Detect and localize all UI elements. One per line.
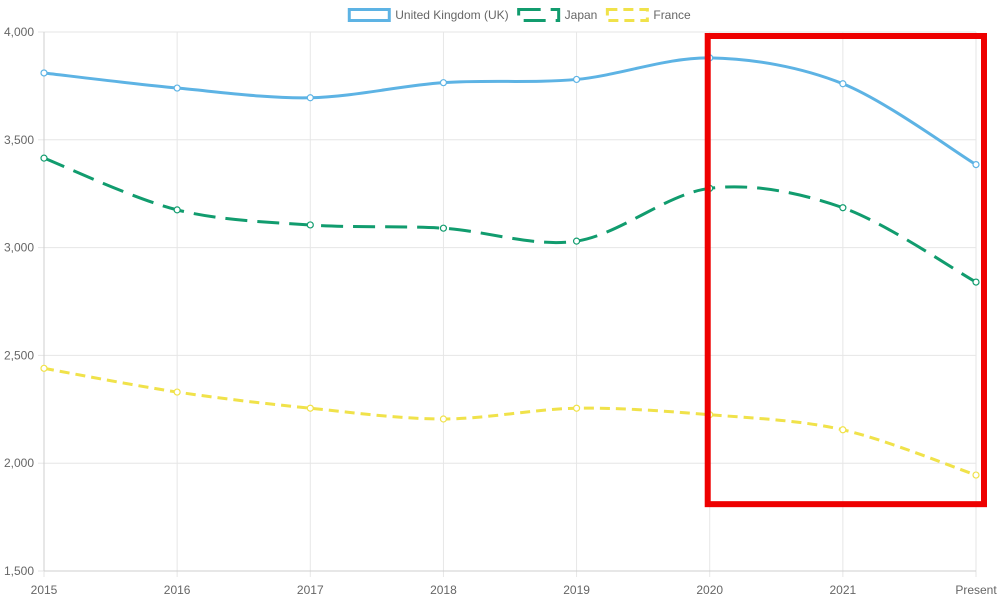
- data-point-france: [972, 471, 980, 479]
- data-point-united-kingdom-uk: [572, 75, 581, 84]
- x-tick-label: 2020: [696, 583, 723, 597]
- highlight-box: [704, 33, 987, 508]
- data-point-japan: [439, 224, 448, 232]
- data-point-france: [572, 404, 581, 412]
- legend-label-united-kingdom-uk: United Kingdom (UK): [395, 8, 508, 22]
- x-tick-label: 2017: [297, 583, 324, 597]
- series-lines: [43, 56, 977, 477]
- legend-label-france: France: [653, 8, 691, 22]
- annotations: [704, 33, 987, 508]
- data-point-japan: [839, 204, 847, 212]
- data-point-united-kingdom-uk: [40, 69, 48, 77]
- series-line-united-kingdom-uk: [43, 56, 977, 166]
- data-point-united-kingdom-uk: [972, 160, 980, 169]
- axes: 1,500 2,000 2,500 3,000 3,500 4,000 2015 2016 20…: [4, 25, 997, 597]
- x-tick-label: 2019: [563, 583, 590, 597]
- data-point-france: [173, 388, 181, 396]
- grid-lines: [43, 31, 977, 572]
- data-point-france: [839, 426, 847, 434]
- data-point-united-kingdom-uk: [306, 94, 314, 102]
- series-line-france: [43, 366, 977, 477]
- x-tick-label: Present: [955, 583, 997, 597]
- legend-swatch-france: [605, 8, 649, 22]
- data-point-japan: [306, 221, 314, 229]
- data-point-france: [439, 415, 448, 423]
- legend: United Kingdom (UK) Japan France: [347, 8, 691, 22]
- data-point-france: [306, 404, 314, 412]
- data-point-france: [40, 364, 48, 372]
- data-point-japan: [173, 206, 181, 214]
- series-line-japan: [43, 156, 977, 284]
- y-tick-label: 3,500: [4, 133, 34, 147]
- y-tick-label: 2,000: [4, 456, 34, 470]
- legend-swatch-united-kingdom-uk: [347, 8, 391, 22]
- data-point-japan: [972, 278, 980, 286]
- x-tick-label: 2021: [830, 583, 857, 597]
- x-tick-label: 2016: [164, 583, 191, 597]
- y-tick-label: 1,500: [4, 564, 34, 578]
- legend-swatch-japan: [517, 8, 561, 22]
- data-point-united-kingdom-uk: [173, 84, 181, 92]
- y-tick-label: 3,000: [4, 241, 34, 255]
- y-tick-label: 2,500: [4, 348, 34, 362]
- x-tick-label: 2015: [31, 583, 58, 597]
- y-tick-label: 4,000: [4, 25, 34, 39]
- data-point-japan: [572, 237, 581, 245]
- x-tick-label: 2018: [430, 583, 457, 597]
- data-point-united-kingdom-uk: [839, 80, 847, 88]
- data-point-japan: [40, 154, 48, 162]
- legend-label-japan: Japan: [565, 8, 598, 22]
- data-point-united-kingdom-uk: [439, 79, 448, 87]
